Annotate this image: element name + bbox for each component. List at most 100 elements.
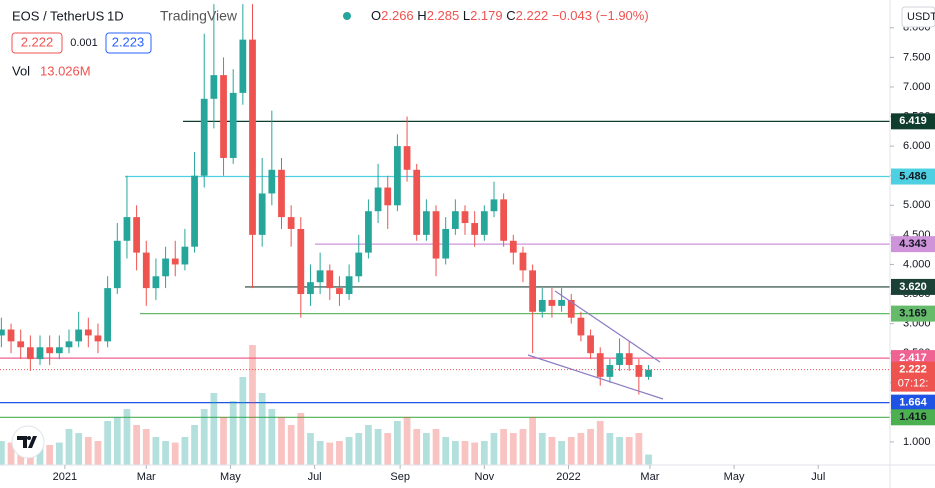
volume-bar [200,409,208,465]
volume-bar [606,433,614,465]
ask-box[interactable] [105,32,152,54]
level-label-box [891,236,935,253]
candle-body [606,365,614,377]
candle-body [162,258,169,277]
level-label: 2.417 [899,352,927,364]
vol: 13.026M [40,63,91,78]
candle-body [94,335,102,342]
candle-body [133,217,140,253]
ask: 2.223 [112,34,145,49]
volume-bar [142,429,150,465]
candle-body [142,252,150,289]
candle-body [36,347,44,360]
candle-body [645,369,652,377]
x-tick-label: May [220,471,241,483]
volume-bar [191,425,198,465]
volume-bar [181,437,189,465]
volume-bar [84,437,92,465]
candle-body [181,246,189,265]
volume-bar [0,441,5,465]
volume-bar [133,425,140,465]
volume-bar [345,437,353,465]
candle-body [403,146,411,170]
volume-bar [587,429,594,465]
x-tick-label: May [724,471,745,483]
candle-body [567,299,575,318]
c-label: C [506,8,515,23]
volume-bar [519,429,527,465]
volume-bar [210,393,218,465]
volume-bar [220,417,227,465]
volume-bar [258,393,266,465]
candle-body [278,169,285,218]
volume-bar [104,421,112,465]
volume-bar [538,433,546,465]
candle-body [17,341,25,348]
candle-body [365,211,372,253]
candle-body [500,199,508,241]
bid-box[interactable] [11,32,63,54]
volume-bar [55,442,63,465]
y-tick-label: 7.000 [903,81,931,93]
volume-bar [239,377,247,465]
candle-body [123,217,131,241]
volume-bar [268,409,276,465]
level-label-box [891,168,935,185]
level-label: 3.620 [899,281,927,293]
volume-bar [567,437,575,465]
candle-body [210,75,218,99]
candle-body [229,92,237,158]
logo [11,425,45,459]
volume-bar [384,433,392,465]
volume-bar [596,421,604,465]
volume-bar [413,429,421,465]
candle-body [384,187,392,206]
candle-body [104,288,112,342]
level-label: 5.486 [899,170,927,182]
volume-bar [422,433,430,465]
candle-body [422,211,430,235]
volume-bar [509,433,517,465]
x-tick-label: Jul [811,471,825,483]
volume-bar [558,441,565,465]
current-price-box [891,361,935,392]
volume-bar [365,425,372,465]
volume-bar [46,445,54,465]
volume-bar [287,425,295,465]
candle-body [171,258,179,265]
currency: USDT [907,11,935,23]
volume-bar [152,437,160,465]
volume-bar [229,401,237,465]
y-tick-label: 4.000 [903,258,931,270]
level-label-box [891,394,935,411]
candle-body [519,252,527,271]
axes: 1.0001.5002.0002.5003.0003.5004.0004.500… [53,22,935,483]
volume-bar [336,441,343,465]
volume-bar [471,442,479,465]
volume-bar [490,433,498,465]
candle-body [490,199,498,212]
volume-bar [548,437,556,465]
level-label-box [891,305,935,322]
currency-box[interactable] [901,6,935,28]
candle-body [432,211,440,259]
volume-bar [451,441,459,465]
candle-body [113,240,121,289]
o: 2.266 [381,8,414,23]
candle-body [345,276,353,295]
volume-bar [355,433,363,465]
volume-bar [500,429,508,465]
symbol: EOS / TetherUS [12,8,105,23]
x-tick-label: Mar [640,471,659,483]
change: −0.043 (−1.90%) [552,8,649,23]
candle-body [442,228,450,259]
volume-bar [297,413,305,465]
volume-bar [75,433,83,465]
candle-body [75,329,83,342]
candle-body [336,288,343,295]
status-dot [343,12,351,20]
volume-bar [326,442,334,465]
level-label: 6.419 [899,115,927,127]
level-label: 1.416 [899,411,927,423]
